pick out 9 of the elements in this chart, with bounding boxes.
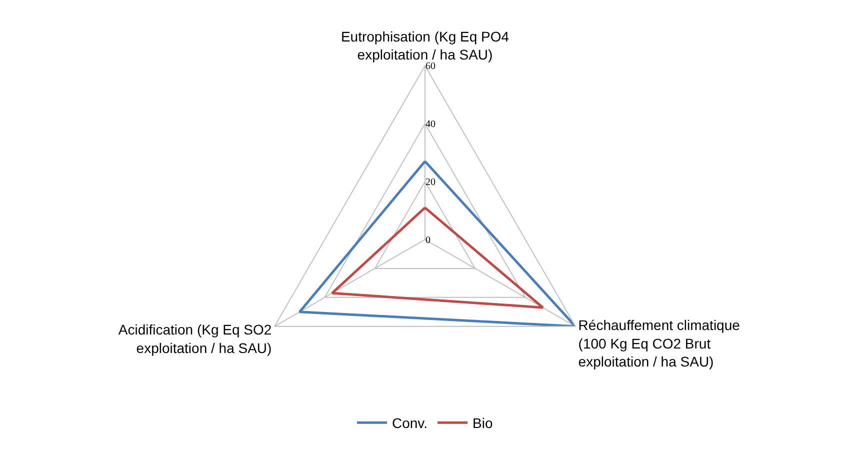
legend-label: Bio [472, 415, 493, 432]
legend-label: Conv. [392, 415, 428, 432]
spoke-label: Réchauffement climatique (100 Kg Eq CO2 Brut exploitation / ha SAU) [578, 317, 740, 370]
y-tick-label: 60 [426, 61, 436, 72]
y-tick-label: 0 [426, 234, 430, 246]
y-tick-label: 20 [426, 176, 436, 188]
y-tick-label: 40 [426, 118, 436, 130]
spoke-label: Eutrophisation (Kg Eq PO4 exploitation / ha SAU) [340, 28, 510, 63]
spoke-label: Acidification (Kg Eq SO2 exploitation / ha SAU) [118, 322, 272, 356]
